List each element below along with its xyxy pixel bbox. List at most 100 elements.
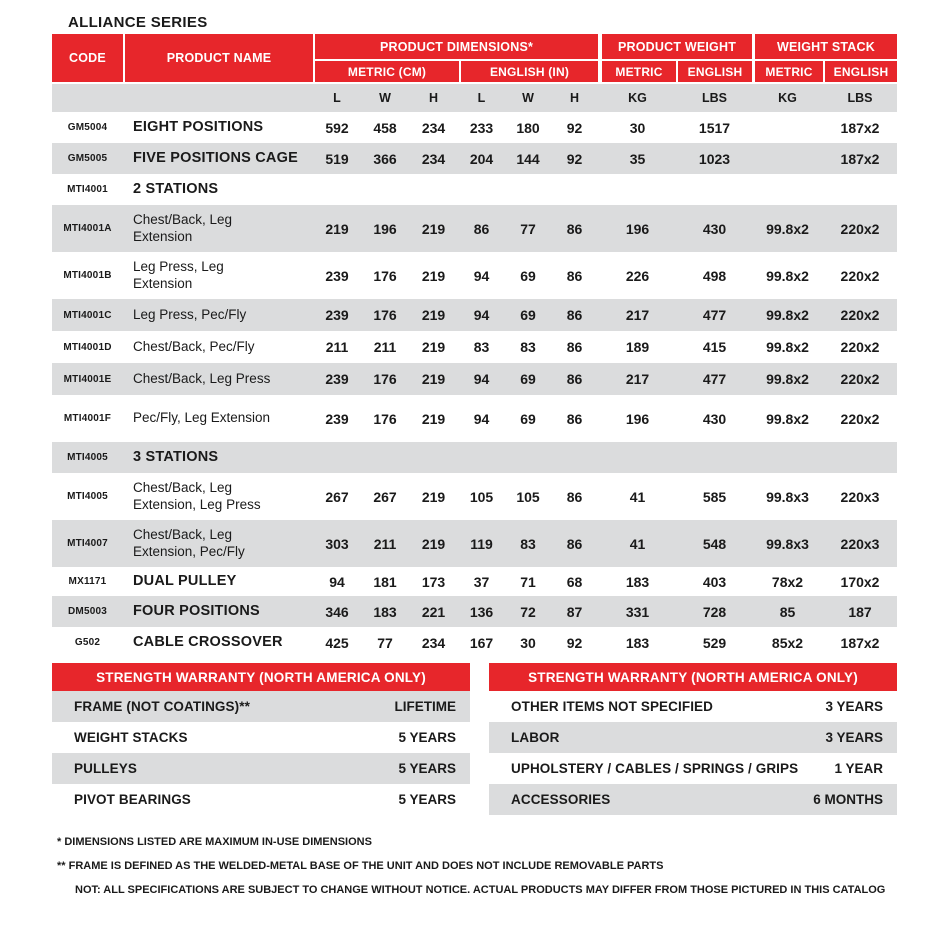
dim-h-in: 86: [566, 535, 583, 552]
dim-h-in: 86: [566, 488, 583, 505]
col-header-stack-english: ENGLISH: [825, 61, 897, 82]
stack-kg: 78x2: [771, 573, 804, 590]
product-name: Chest/Back, Leg Extension: [133, 211, 233, 244]
weight-kg: 196: [625, 410, 650, 427]
dim-h-cm: 219: [421, 307, 446, 323]
dim-h-in: 86: [566, 220, 583, 237]
dim-l-cm: 239: [325, 410, 349, 427]
product-name: Leg Press, Pec/Fly: [133, 306, 247, 322]
warranty-term: 5 YEARS: [398, 730, 456, 745]
stack-lbs: 220x3: [840, 535, 880, 552]
dim-l-in: 233: [469, 119, 494, 136]
stack-lbs: 220x2: [840, 220, 880, 237]
dim-w-cm: 196: [373, 220, 397, 237]
weight-lbs: 1023: [698, 150, 731, 167]
dim-w-in: 83: [520, 339, 536, 355]
product-code: G502: [74, 637, 101, 648]
unit-spacer: [123, 84, 313, 112]
dim-l-cm: 94: [329, 573, 345, 590]
weight-lbs: 548: [702, 535, 727, 552]
unit-label: L: [477, 91, 486, 105]
dim-h-cm: 234: [421, 150, 446, 167]
table-row: MTI4007 Chest/Back, Leg Extension, Pec/F…: [52, 520, 897, 567]
warranty-row: OTHER ITEMS NOT SPECIFIED 3 YEARS: [489, 691, 897, 722]
product-code: GM5004: [67, 122, 108, 133]
unit-label: H: [428, 91, 439, 105]
weight-kg: 41: [629, 488, 646, 505]
dim-l-in: 94: [473, 267, 490, 284]
stack-lbs: 187x2: [840, 634, 880, 651]
dim-w-in: 144: [516, 150, 540, 167]
col-header-metric-cm: METRIC (CM): [315, 61, 459, 82]
unit-label: LBS: [847, 91, 873, 105]
warranty-row: FRAME (NOT COATINGS)** LIFETIME: [52, 691, 470, 722]
dim-w-in: 69: [520, 307, 536, 323]
dim-l-cm: 267: [325, 488, 349, 505]
dim-l-cm: 219: [325, 220, 349, 237]
table-row: MTI4001F Pec/Fly, Leg Extension 239 176 …: [52, 395, 897, 442]
dim-l-in: 37: [473, 573, 490, 590]
stack-lbs: 220x2: [840, 267, 880, 284]
stack-lbs: 187: [848, 603, 872, 620]
weight-lbs: 1517: [698, 119, 731, 136]
weight-kg: 226: [625, 267, 650, 284]
warranty-item: FRAME (NOT COATINGS)**: [74, 699, 250, 714]
dim-w-cm: 211: [373, 535, 397, 552]
footnote-specifications: NOT: ALL SPECIFICATIONS ARE SUBJECT TO C…: [75, 884, 886, 896]
footnotes: * DIMENSIONS LISTED ARE MAXIMUM IN-USE D…: [57, 836, 885, 908]
warranty-term: 1 YEAR: [834, 761, 883, 776]
warranty-term: 3 YEARS: [825, 699, 883, 714]
dim-l-cm: 211: [325, 339, 349, 355]
weight-kg: 189: [625, 339, 650, 355]
stack-kg: 99.8x3: [766, 535, 809, 552]
table-row: MTI4001A Chest/Back, Leg Extension 219 1…: [52, 205, 897, 252]
stack-kg: [752, 112, 823, 143]
product-name: FIVE POSITIONS CAGE: [133, 150, 298, 167]
dim-h-in: 86: [566, 339, 583, 355]
weight-lbs: 529: [702, 634, 727, 651]
warranty-item: OTHER ITEMS NOT SPECIFIED: [511, 699, 714, 714]
section-title: 3 STATIONS: [133, 449, 219, 466]
stack-kg: 99.8x2: [766, 307, 809, 323]
dim-h-cm: 219: [421, 371, 446, 387]
product-code: MX1171: [68, 576, 107, 587]
warranty-term: 5 YEARS: [398, 792, 456, 807]
warranty-term: 3 YEARS: [825, 730, 883, 745]
dim-l-in: 83: [473, 339, 490, 355]
product-name: FOUR POSITIONS: [133, 603, 260, 620]
stack-kg: 99.8x2: [766, 267, 809, 284]
weight-kg: 331: [625, 603, 650, 620]
warranty-item: ACCESSORIES: [511, 792, 611, 807]
section-row: MTI4001 2 STATIONS: [52, 174, 897, 205]
section-title: 2 STATIONS: [133, 181, 219, 198]
product-code: MTI4005: [67, 491, 108, 502]
dim-h-in: 86: [566, 371, 583, 387]
product-name: EIGHT POSITIONS: [133, 119, 264, 136]
warranty-row: WEIGHT STACKS 5 YEARS: [52, 722, 470, 753]
product-code: MTI4001: [67, 184, 108, 195]
product-name: CABLE CROSSOVER: [133, 634, 283, 651]
table-row: GM5005 FIVE POSITIONS CAGE 519 366 234 2…: [52, 143, 897, 174]
section-row: MTI4005 3 STATIONS: [52, 442, 897, 473]
weight-kg: 183: [625, 573, 650, 590]
dim-l-in: 204: [469, 150, 494, 167]
dim-l-cm: 425: [325, 634, 349, 651]
dim-w-in: 69: [520, 371, 536, 387]
unit-label: KG: [778, 91, 797, 105]
table-row: MTI4005 Chest/Back, Leg Extension, Leg P…: [52, 473, 897, 520]
spec-table: CODE PRODUCT NAME PRODUCT DIMENSIONS* ME…: [52, 34, 897, 658]
dim-h-in: 86: [566, 267, 583, 284]
table-row: MX1171 DUAL PULLEY 94 181 173 37 71 68 1…: [52, 567, 897, 596]
warranty-item: PIVOT BEARINGS: [74, 792, 191, 807]
dim-l-cm: 239: [325, 267, 349, 284]
dim-l-cm: 303: [325, 535, 349, 552]
dim-w-cm: 183: [373, 603, 397, 620]
unit-spacer: [52, 84, 123, 112]
dim-h-in: 86: [566, 307, 583, 323]
dim-h-cm: 173: [421, 573, 446, 590]
product-code: MTI4001E: [63, 373, 112, 385]
warranty-item: UPHOLSTERY / CABLES / SPRINGS / GRIPS: [511, 761, 799, 776]
stack-kg: 99.8x2: [766, 410, 809, 427]
table-row: GM5004 EIGHT POSITIONS 592 458 234 233 1…: [52, 112, 897, 143]
col-header-weight-metric: METRIC: [602, 61, 676, 82]
